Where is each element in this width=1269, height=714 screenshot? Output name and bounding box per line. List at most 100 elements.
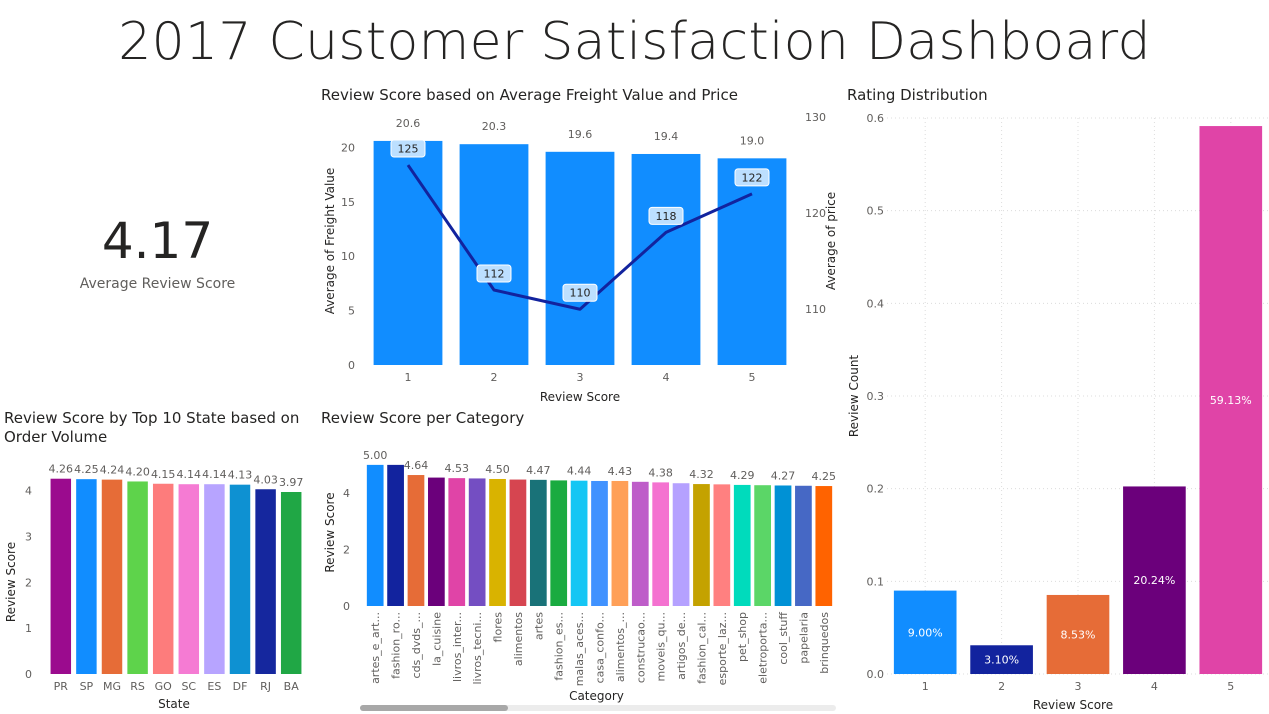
rating-bar <box>1199 126 1263 674</box>
x-tick-label: cds_dvds_... <box>410 612 423 678</box>
y-axis-title: Review Count <box>847 355 861 438</box>
x-tick-label: SP <box>80 680 94 693</box>
x-tick-label: 4 <box>1151 680 1158 693</box>
x-tick-label: cool_stuff <box>777 612 790 665</box>
rating-data-label: 3.10% <box>984 654 1019 667</box>
x-tick-label: la_cuisine <box>430 612 443 666</box>
x-tick-label: artes_e_art... <box>369 612 382 684</box>
x-tick-label: artes <box>532 612 545 640</box>
x-tick-label: MG <box>103 680 121 693</box>
state-data-label: 4.14 <box>177 468 202 481</box>
x-tick-label: alimentos_... <box>614 612 627 682</box>
y-tick-label: 1 <box>25 622 32 635</box>
category-bar <box>550 480 568 606</box>
x-tick-label: BA <box>284 680 300 693</box>
x-axis-title: Review Score <box>1033 698 1113 712</box>
x-tick-label: pet_shop <box>736 612 749 662</box>
freight-bar <box>373 140 443 365</box>
y-tick-label: 0.2 <box>867 483 885 496</box>
category-bar <box>570 480 588 606</box>
category-data-label: 4.53 <box>445 462 470 475</box>
y-tick-label: 3 <box>25 530 32 543</box>
state-bar <box>152 483 174 674</box>
category-bar <box>733 484 751 606</box>
price-line <box>406 164 753 311</box>
category-data-label: 4.25 <box>812 470 837 483</box>
category-data-label: 4.32 <box>689 468 714 481</box>
state-data-label: 4.03 <box>253 473 278 486</box>
state-data-label: 4.26 <box>49 463 74 476</box>
category-bar <box>407 475 425 606</box>
state-bar <box>50 478 72 674</box>
freight-bar <box>459 144 529 365</box>
price-label-box <box>390 139 426 158</box>
category-scrollbar-thumb[interactable] <box>360 705 508 711</box>
category-bar <box>468 478 486 606</box>
state-bar <box>229 484 251 674</box>
x-tick-label: 5 <box>1227 680 1234 693</box>
freight-bar <box>545 151 615 365</box>
category-data-label: 4.27 <box>771 469 796 482</box>
rating-data-label: 8.53% <box>1061 628 1096 641</box>
category-bar <box>795 485 812 606</box>
y2-tick-label: 130 <box>805 111 826 124</box>
price-data-label: 110 <box>570 287 591 300</box>
state-data-label: 4.14 <box>202 468 227 481</box>
y-axis-title: Average of Freight Value <box>323 168 337 315</box>
category-data-label: 4.50 <box>485 463 510 476</box>
x-tick-label: eletroporta... <box>757 612 770 684</box>
x-axis-title: Category <box>569 689 624 703</box>
category-bar <box>428 477 445 606</box>
category-data-label: 4.38 <box>648 466 673 479</box>
category-bar <box>591 480 608 606</box>
state-bar <box>280 492 302 674</box>
y-tick-label: 4 <box>25 485 32 498</box>
price-data-label: 122 <box>742 171 763 184</box>
freight-data-label: 19.4 <box>654 130 679 143</box>
freight-chart-title: Review Score based on Average Freight Va… <box>321 86 738 104</box>
y2-tick-label: 110 <box>805 303 826 316</box>
freight-data-label: 19.0 <box>740 134 765 147</box>
y-tick-label: 15 <box>341 196 355 209</box>
rating-data-label: 59.13% <box>1210 394 1252 407</box>
x-axis-title: Review Score <box>540 390 620 404</box>
x-tick-label: 3 <box>577 371 584 384</box>
category-scrollbar[interactable] <box>360 705 836 711</box>
x-tick-label: fashion_ro... <box>390 612 403 679</box>
x-tick-label: 1 <box>405 371 412 384</box>
state-data-label: 4.20 <box>125 465 150 478</box>
price-label-box <box>734 168 770 187</box>
x-tick-label: 5 <box>749 371 756 384</box>
state-bar <box>127 481 148 674</box>
rating-bar <box>1123 486 1186 674</box>
x-tick-label: livros_inter... <box>451 612 464 682</box>
state-chart-title: Review Score by Top 10 State based on Or… <box>4 409 300 446</box>
x-tick-label: DF <box>233 680 248 693</box>
x-tick-label: papelaria <box>797 612 810 664</box>
x-tick-label: ES <box>207 680 221 693</box>
dashboard-title: 2017 Customer Satisfaction Dashboard <box>118 12 1151 72</box>
category-bar <box>693 484 710 606</box>
state-bar <box>101 479 123 674</box>
x-tick-label: brinquedos <box>818 612 831 674</box>
category-data-label: 4.43 <box>608 465 633 478</box>
category-data-label: 4.29 <box>730 469 755 482</box>
x-axis-title: State <box>158 697 190 711</box>
category-data-label: 4.44 <box>567 465 592 478</box>
category-data-label: 4.47 <box>526 464 551 477</box>
y-tick-label: 20 <box>341 141 355 154</box>
x-tick-label: 1 <box>922 680 929 693</box>
y2-axis-title: Average of price <box>824 192 838 290</box>
category-bar <box>366 464 384 606</box>
freight-data-label: 19.6 <box>568 128 593 141</box>
x-tick-label: moveis_qu... <box>655 612 668 681</box>
freight-data-label: 20.6 <box>396 117 421 130</box>
kpi-label: Average Review Score <box>79 276 236 292</box>
price-data-label: 125 <box>398 143 419 156</box>
rating-data-label: 9.00% <box>908 626 943 639</box>
y-tick-label: 5 <box>348 305 355 318</box>
y-tick-label: 0.6 <box>867 112 885 125</box>
category-bar <box>713 484 731 606</box>
state-data-label: 4.25 <box>74 463 99 476</box>
